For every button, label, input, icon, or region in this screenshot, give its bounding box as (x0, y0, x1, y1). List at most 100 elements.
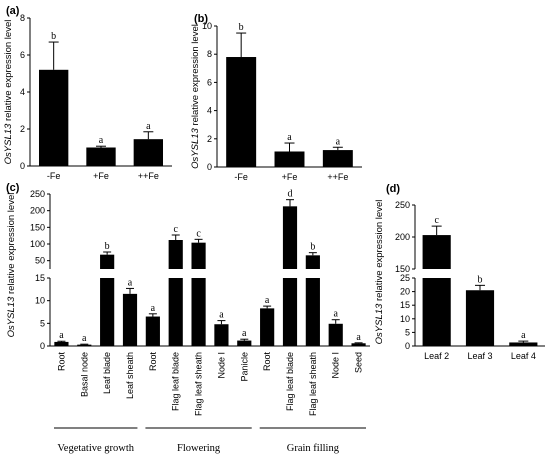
panel-3-bar (465, 290, 495, 346)
panel-2-ytick-label: 50 (35, 256, 45, 266)
panel-2-category-label: Flag leaf sheath (194, 352, 204, 416)
panel-1-bar (274, 151, 305, 167)
panel-0-ytick-label: 4 (20, 87, 25, 97)
panel-2-category-label: Node I (331, 352, 341, 379)
panel-2-category-label: Flag leaf blade (285, 352, 295, 411)
panel-2-sig-letter: a (128, 277, 133, 288)
panel-1-ylabel: OsYSL13 relative expression level (190, 24, 201, 169)
panel-3-ytick-label: 200 (395, 232, 410, 242)
panel-2-ytick-label: 200 (30, 206, 45, 216)
panel-2-sig-letter: a (151, 303, 156, 314)
panel-2-bar-upper (168, 240, 183, 269)
panel-2-bar-upper (282, 206, 298, 269)
panel-2-category-label: Node I (216, 352, 226, 379)
panel-1-sig-letter: b (239, 22, 244, 33)
panel-2-sig-letter: a (82, 333, 87, 344)
panel-2-group-label: Flowering (177, 443, 221, 454)
panel-2-category-label: Flag leaf blade (171, 352, 181, 411)
panel-2-bar (54, 341, 69, 346)
panel-2-bar (122, 293, 138, 346)
panel-3-category-label: Leaf 3 (467, 351, 492, 361)
panel-1-bar (322, 150, 353, 167)
panel-0-bar (86, 147, 116, 166)
panel-0-sig-letter: b (51, 31, 56, 42)
panel-0-sig-letter: a (99, 135, 104, 146)
panel-0-ytick-label: 0 (20, 161, 25, 171)
panel-1-ytick-label: 6 (207, 77, 212, 87)
panel-3-ytick-label: 10 (400, 314, 410, 324)
panel-1-ytick-label: 0 (207, 162, 212, 172)
panel-1-ytick-label: 8 (207, 49, 212, 59)
panel-1-bar (226, 57, 257, 167)
panel-2-ytick-label: 5 (40, 318, 45, 328)
panel-1-sig-letter: a (336, 136, 341, 147)
panel-2-category-label: Panicle (239, 352, 249, 382)
panel-2-group-label: Vegetative growth (57, 443, 134, 454)
panel-3-sig-letter: c (434, 215, 439, 226)
panel-2-category-label: Leaf sheath (125, 352, 135, 399)
panel-2-ytick-label: 10 (35, 296, 45, 306)
panel-0-letter: (a) (6, 5, 20, 17)
panel-3-category-label: Leaf 4 (511, 351, 536, 361)
panel-3-ytick-label: 5 (405, 327, 410, 337)
panel-3-sig-letter: b (478, 274, 483, 285)
panel-1-category-label: -Fe (234, 172, 248, 182)
panel-2-category-label: Root (262, 352, 272, 372)
panel-0-ytick-label: 8 (20, 13, 25, 23)
panel-3-ytick-label: 25 (400, 273, 410, 283)
panel-2-bar-lower (282, 278, 298, 346)
panel-3-letter: (d) (386, 183, 400, 195)
panel-2-bar-lower (191, 278, 206, 346)
panel-2-bar (351, 343, 366, 346)
panel-2-sig-letter: b (310, 242, 315, 253)
panel-2-bar (145, 316, 160, 346)
panel-3-category-label: Leaf 2 (424, 351, 449, 361)
panel-2-sig-letter: a (265, 295, 270, 306)
panel-0-ytick-label: 2 (20, 124, 25, 134)
panel-2-category-label: Root (56, 352, 66, 372)
panel-2-ytick-label: 150 (30, 222, 45, 232)
panel-2-bar-upper (305, 255, 320, 269)
panel-1-ytick-label: 2 (207, 134, 212, 144)
panel-2-group-label: Grain filling (287, 443, 340, 454)
panel-0-category-label: ++Fe (138, 171, 159, 181)
panel-2-bar (77, 344, 92, 346)
panel-1-category-label: +Fe (282, 172, 298, 182)
panel-3-ytick-label: 150 (395, 264, 410, 274)
panel-2-bar-lower (305, 278, 320, 346)
panel-2-ytick-label: 0 (40, 341, 45, 351)
panel-2-sig-letter: a (219, 310, 224, 321)
panel-2-bar-upper (100, 254, 115, 269)
panel-2-sig-letter: a (356, 332, 361, 343)
panel-3-bar-upper (422, 235, 451, 269)
panel-2-sig-letter: c (196, 228, 201, 239)
panel-1-letter: (b) (194, 13, 208, 25)
panel-3-ytick-label: 20 (400, 287, 410, 297)
panel-2-sig-letter: a (242, 328, 247, 339)
panel-2-category-label: Seed (354, 352, 364, 373)
panel-2-bar (214, 324, 229, 346)
panel-2-bar (260, 308, 275, 346)
panel-1-ytick-label: 10 (202, 21, 212, 31)
panel-2-ylabel: OsYSL13 relative expression level (6, 193, 17, 338)
panel-3-bar-lower (422, 278, 451, 346)
panel-0-ytick-label: 6 (20, 50, 25, 60)
panel-2-category-label: Basal node (79, 352, 89, 397)
panel-1-category-label: ++Fe (327, 172, 348, 182)
panel-1-ytick-label: 4 (207, 106, 212, 116)
panel-3-sig-letter: a (521, 330, 526, 341)
panel-2-bar (237, 340, 252, 346)
panel-2-sig-letter: a (333, 309, 338, 320)
panel-0-sig-letter: a (146, 121, 151, 132)
panel-0-ylabel: OsYSL13 relative expression level (3, 20, 14, 165)
panel-3-ytick-label: 0 (405, 341, 410, 351)
panel-2-sig-letter: b (105, 241, 110, 252)
panel-2-bar-upper (191, 242, 206, 269)
panel-0-category-label: +Fe (93, 171, 109, 181)
panel-2-sig-letter: a (59, 330, 64, 341)
panel-1-sig-letter: a (287, 132, 292, 143)
panel-2-ytick-label: 15 (35, 273, 45, 283)
panel-2-bar (328, 323, 343, 346)
panel-2-letter: (c) (6, 182, 20, 194)
